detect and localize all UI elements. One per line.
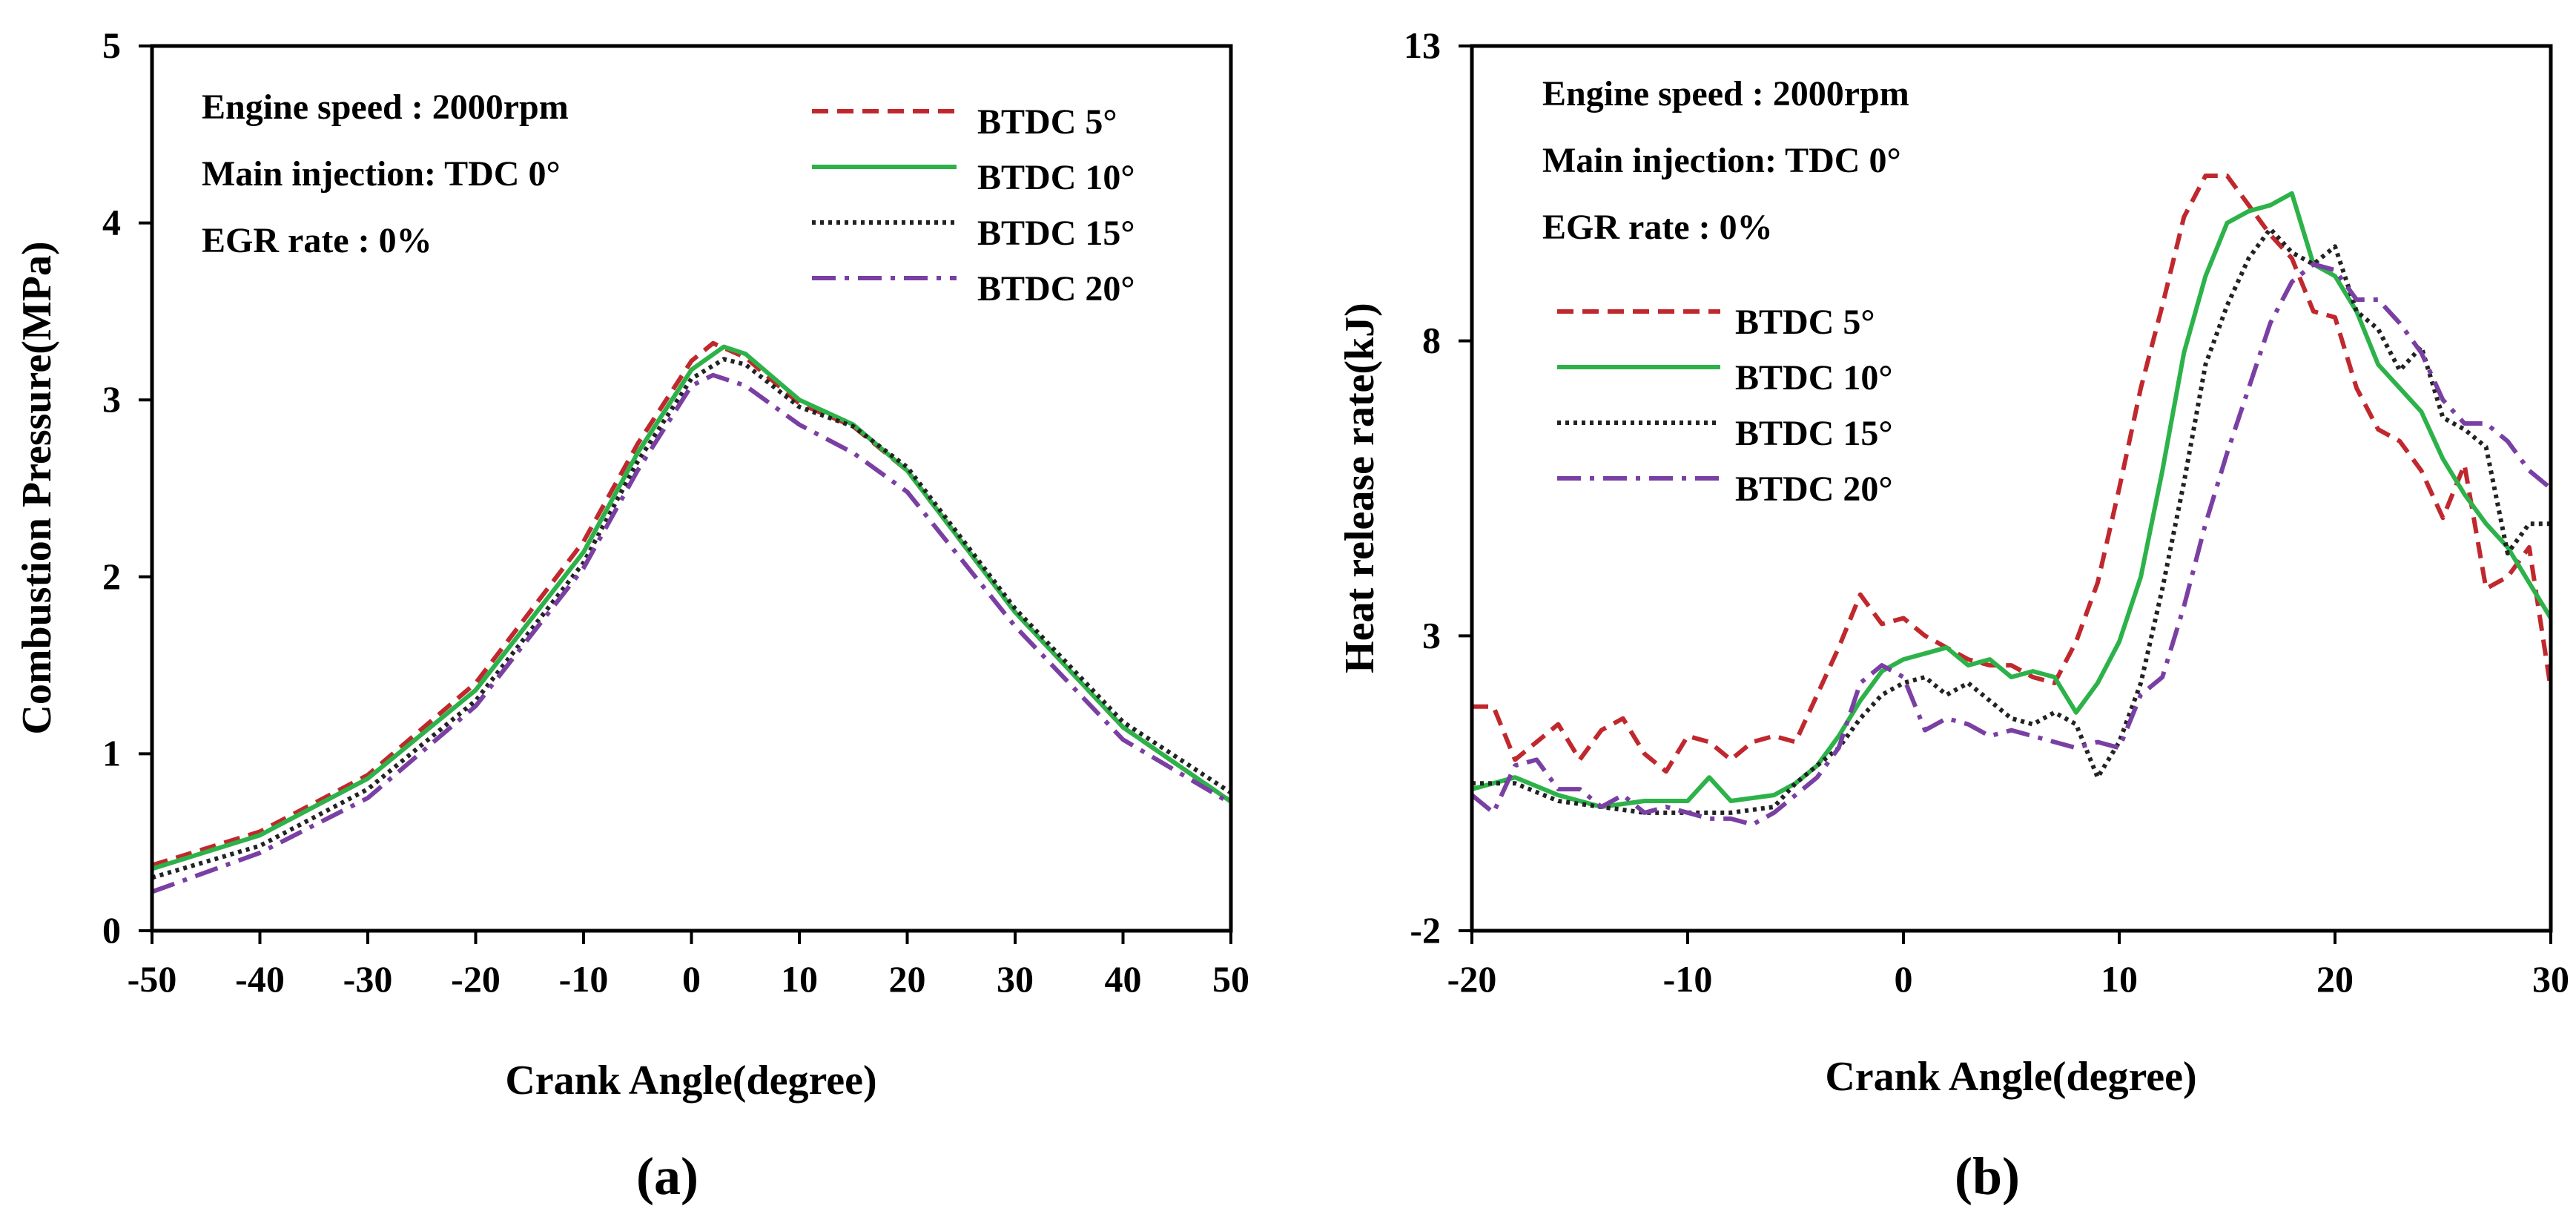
plot-frame — [1470, 44, 2553, 933]
y-tick-label: 0 — [102, 909, 121, 951]
annotation-text: Engine speed : 2000rpm — [1542, 74, 1909, 113]
y-tick-label: 3 — [1422, 614, 1441, 656]
panel-label-open: ( — [1955, 1147, 1972, 1206]
x-tick-label: 20 — [2316, 958, 2354, 1000]
series-line-btdc-10 — [1472, 191, 2551, 809]
y-axis-title: Heat release rate(kJ) — [1337, 303, 1383, 673]
legend-label: BTDC 20° — [1735, 469, 1893, 509]
legend-label: BTDC 5° — [977, 102, 1117, 142]
x-tick-label: 10 — [781, 958, 818, 1000]
annotation-text: Main injection: TDC 0° — [202, 154, 561, 194]
series-line-btdc-10 — [152, 344, 1231, 871]
series-line-btdc-5 — [1472, 174, 2551, 774]
panel-label-open: ( — [636, 1147, 654, 1206]
y-tick-label: 4 — [102, 202, 121, 243]
panel-label-close: ) — [681, 1147, 699, 1206]
annotation-text: EGR rate : 0% — [1542, 208, 1773, 247]
x-tick-label: 50 — [1212, 958, 1249, 1000]
x-tick-label: 40 — [1105, 958, 1142, 1000]
x-tick-label: 20 — [889, 958, 926, 1000]
panel-label: (a) — [636, 1147, 699, 1206]
x-tick-label: -10 — [1663, 958, 1713, 1000]
y-tick-label: 2 — [102, 555, 121, 597]
panel-label-letter: b — [1972, 1147, 2002, 1206]
x-axis-title: Crank Angle(degree) — [505, 1058, 876, 1104]
legend-label: BTDC 10° — [977, 158, 1135, 197]
series-line-btdc-15 — [1472, 226, 2551, 815]
x-tick-label: -20 — [1447, 958, 1497, 1000]
series-line-btdc-20 — [1472, 262, 2551, 827]
x-tick-label: 30 — [2532, 958, 2569, 1000]
y-tick-label: -2 — [1410, 909, 1441, 951]
legend-label: BTDC 15° — [977, 214, 1135, 253]
panel-b-chart: -20 -10 0 10 20 30 -2 3 8 13 Crank Angle(degree) He… — [1337, 24, 2569, 1206]
panel-label-close: ) — [2002, 1147, 2020, 1206]
annotation-text: EGR rate : 0% — [202, 221, 432, 260]
annotation-text: Main injection: TDC 0° — [1542, 141, 1901, 180]
x-tick-label: -10 — [559, 958, 609, 1000]
y-axis-title: Combustion Pressure(MPa) — [14, 241, 60, 734]
panel-a-chart: -50 -40 -30 -20 -10 0 10 20 30 40 50 0 1 2 3 4 5 Crank An… — [14, 24, 1249, 1206]
x-axis-title: Crank Angle(degree) — [1825, 1054, 2196, 1100]
legend-label: BTDC 5° — [1735, 303, 1875, 342]
x-tick-label: -40 — [235, 958, 285, 1000]
panel-label-letter: a — [654, 1147, 681, 1206]
x-tick-label: -50 — [128, 958, 177, 1000]
x-tick-label: 30 — [997, 958, 1034, 1000]
y-tick-label: 8 — [1422, 320, 1441, 361]
series-line-btdc-5 — [152, 340, 1231, 868]
panel-label: (b) — [1955, 1147, 2020, 1206]
x-tick-label: -30 — [343, 958, 393, 1000]
series-line-btdc-15 — [152, 357, 1231, 880]
x-tick-label: 0 — [682, 958, 701, 1000]
x-tick-label: 10 — [2101, 958, 2138, 1000]
series-line-btdc-20 — [152, 372, 1231, 894]
y-tick-label: 3 — [102, 378, 121, 420]
x-tick-label: 0 — [1895, 958, 1913, 1000]
x-tick-label: -20 — [451, 958, 501, 1000]
legend-label: BTDC 10° — [1735, 358, 1893, 398]
legend-label: BTDC 20° — [977, 269, 1135, 309]
legend-label: BTDC 15° — [1735, 414, 1893, 453]
annotation-text: Engine speed : 2000rpm — [202, 88, 569, 127]
y-tick-label: 1 — [102, 732, 121, 774]
y-tick-label: 5 — [102, 24, 121, 66]
y-tick-label: 13 — [1404, 24, 1441, 66]
